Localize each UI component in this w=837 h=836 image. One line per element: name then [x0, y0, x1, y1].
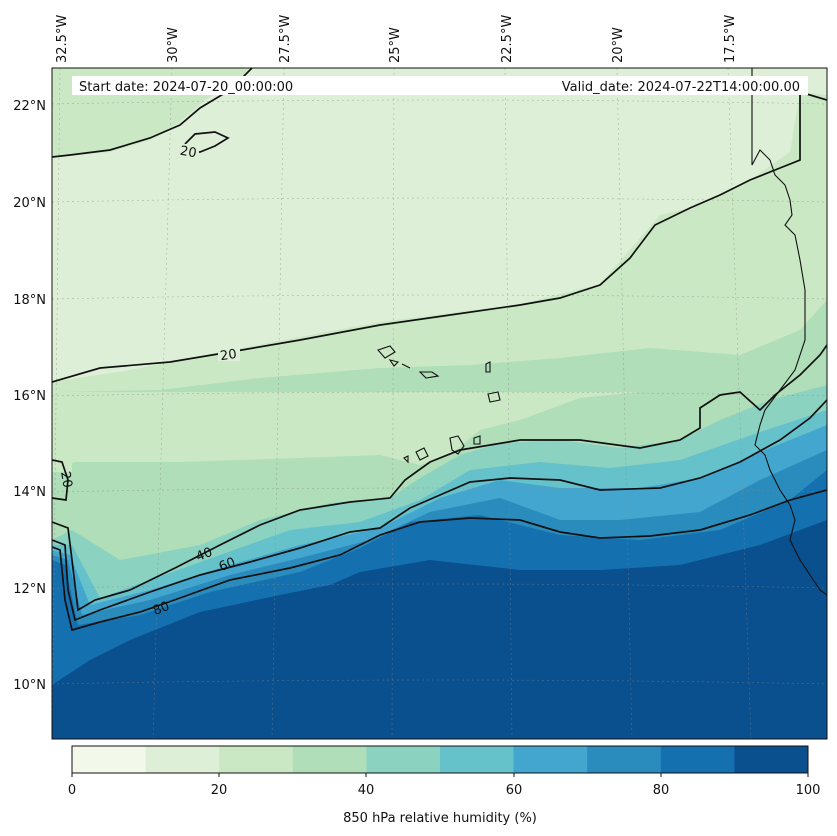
- lon-label: 25°W: [388, 27, 403, 63]
- contour-label-20-a: 20: [179, 144, 198, 162]
- contour-80: [52, 489, 827, 632]
- colorbar-segment: [513, 746, 588, 773]
- colorbar-segment: [734, 746, 809, 773]
- map-frame: [51, 67, 828, 740]
- contour-20-west: [52, 459, 69, 501]
- colorbar-tick-label: 20: [211, 783, 228, 798]
- lat-label: 20°N: [13, 196, 46, 211]
- colorbar-segment: [292, 746, 367, 773]
- humidity-band-90-100: [52, 520, 827, 739]
- lat-label: 10°N: [13, 678, 46, 693]
- lon-label: 20°W: [611, 27, 626, 63]
- colorbar-ticks: 0 20 40 60 80 100: [68, 773, 821, 798]
- contour-20-small: [180, 131, 230, 153]
- colorbar-segment: [219, 746, 294, 773]
- colorbar-segment: [440, 746, 515, 773]
- lat-label: 18°N: [13, 293, 46, 308]
- date-banner: [72, 76, 808, 95]
- humidity-patch-west: [52, 392, 72, 472]
- lon-label: 30°W: [166, 27, 181, 63]
- lat-label: 22°N: [13, 99, 46, 114]
- start-date-label: Start date: 2024-07-20_00:00:00: [79, 80, 293, 95]
- contour-60: [52, 399, 827, 622]
- lon-label: 22.5°W: [500, 15, 515, 63]
- colorbar-segment: [72, 746, 147, 773]
- lat-label: 16°N: [13, 389, 46, 404]
- contour-40: [52, 344, 827, 612]
- colorbar-segment: [145, 746, 220, 773]
- contour-label-80: 80: [151, 599, 172, 619]
- colorbar-segment: [587, 746, 662, 773]
- graticule: [52, 68, 827, 739]
- africa-coastline: [751, 68, 827, 596]
- colorbar-tick-label: 80: [653, 783, 670, 798]
- longitude-labels: 32.5°W 30°W 27.5°W 25°W 22.5°W 20°W 17.5…: [55, 15, 738, 63]
- colorbar-segment: [366, 746, 441, 773]
- lon-label: 17.5°W: [723, 15, 738, 63]
- colorbar-label: 850 hPa relative humidity (%): [343, 811, 537, 826]
- contour-label-60: 60: [217, 555, 238, 575]
- lon-label: 32.5°W: [55, 15, 70, 63]
- colorbar-tick-label: 40: [358, 783, 375, 798]
- contour-label-20-c: 20: [57, 470, 75, 489]
- colorbar-segment: [660, 746, 735, 773]
- colorbar-tick-label: 0: [68, 783, 76, 798]
- contour-label-group: 20 20 20 40 60 80: [57, 144, 240, 619]
- colorbar-tick-label: 60: [506, 783, 523, 798]
- latitude-labels: 22°N 20°N 18°N 16°N 14°N 12°N 10°N: [13, 99, 46, 693]
- lat-label: 12°N: [13, 582, 46, 597]
- contour-label-20-b: 20: [219, 347, 237, 364]
- cape-verde-islands: [377, 345, 501, 464]
- contour-label-40: 40: [194, 545, 215, 565]
- colorbar: [72, 746, 809, 773]
- lon-label: 27.5°W: [278, 15, 293, 63]
- colorbar-tick-label: 100: [796, 783, 821, 798]
- colorbar-frame: [71, 745, 809, 774]
- map-panel: 20 20 20 40 60 80: [52, 68, 827, 739]
- valid-date-label: Valid_date: 2024-07-22T14:00:00.00: [562, 80, 800, 95]
- lat-label: 14°N: [13, 485, 46, 500]
